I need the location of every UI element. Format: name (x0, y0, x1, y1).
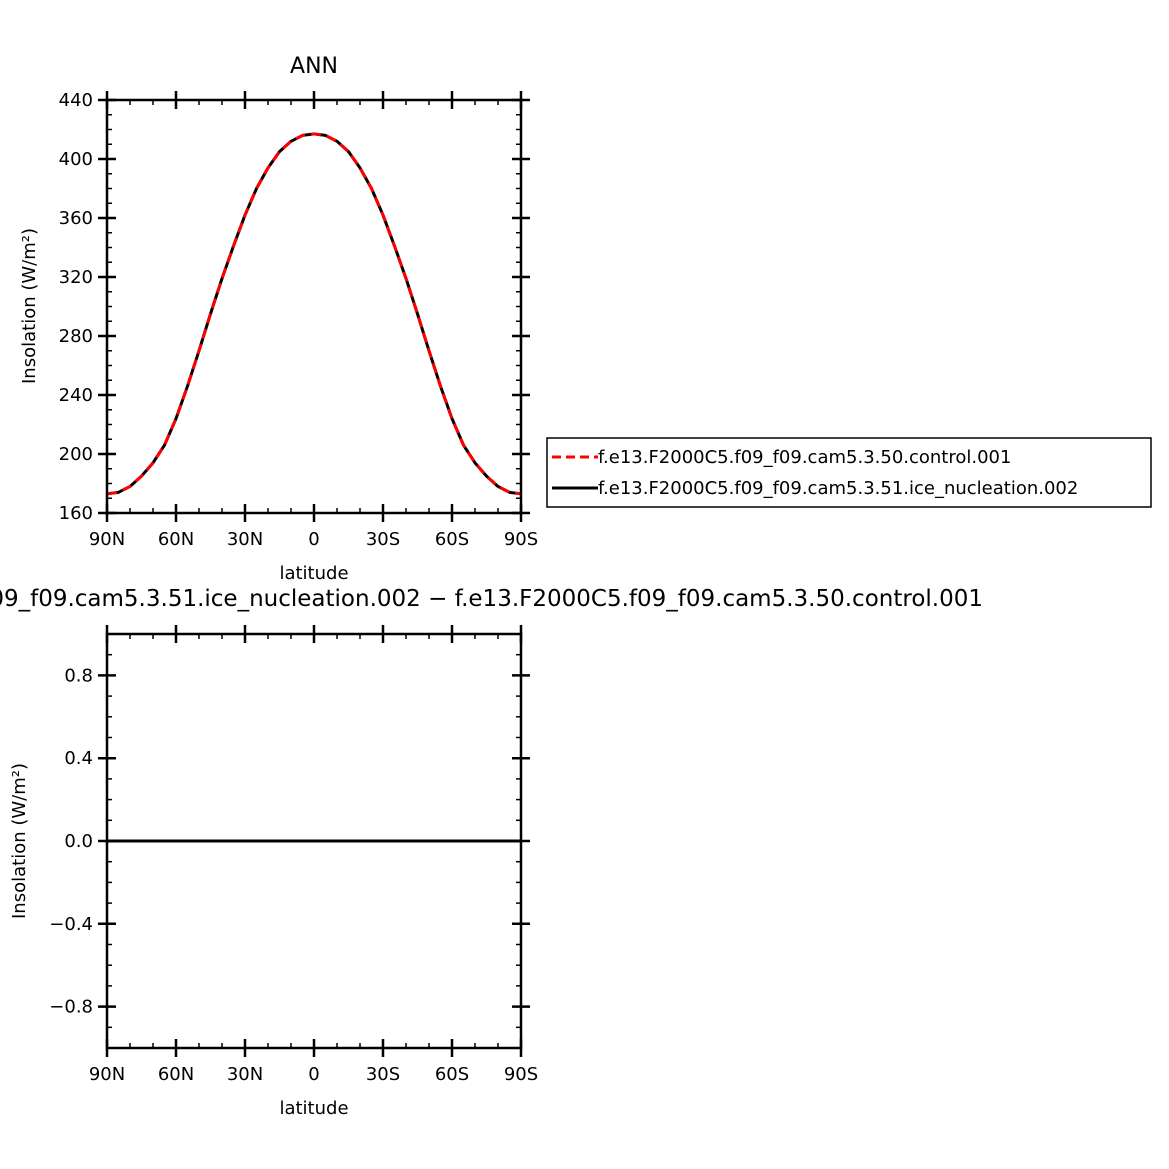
top-plot-frame (105, 98, 523, 515)
bottom-y-tick-label: 0.4 (64, 748, 93, 769)
legend-label-control: f.e13.F2000C5.f09_f09.cam5.3.50.control.… (598, 447, 1011, 468)
top-series-line-main (106, 132, 522, 496)
bottom-x-tick-label: 90S (504, 1064, 538, 1085)
bottom-ylabel: Insolation (W/m²) (9, 763, 30, 919)
bottom-y-tick-label: 0.0 (64, 831, 93, 852)
legend-label-ice-nucleation: f.e13.F2000C5.f09_f09.cam5.3.51.ice_nucl… (598, 478, 1078, 499)
top-y-tick-label: 320 (59, 267, 93, 288)
top-x-tick-label: 90N (89, 529, 125, 550)
legend-box (546, 437, 1152, 508)
bottom-x-tick-label: 60S (435, 1064, 469, 1085)
bottom-xlabel: latitude (279, 1098, 348, 1119)
top-x-tick-label: 60N (158, 529, 194, 550)
bottom-ticks: 90N 60N 30N 0 30S 60S 90S −0.8 −0.4 0.0 0.4 0.8 (49, 625, 538, 1085)
top-x-tick-label: 30S (366, 529, 400, 550)
top-series-line-control (106, 132, 522, 496)
top-x-tick-label: 90S (504, 529, 538, 550)
top-y-tick-label: 240 (59, 385, 93, 406)
legend: f.e13.F2000C5.f09_f09.cam5.3.50.control.… (546, 437, 1152, 508)
top-y-tick-label: 280 (59, 326, 93, 347)
top-curves (106, 132, 522, 496)
bottom-plot-frame (105, 632, 523, 1050)
top-y-tick-label: 440 (59, 90, 93, 111)
bottom-x-tick-label: 30S (366, 1064, 400, 1085)
top-x-tick-label: 30N (227, 529, 263, 550)
bottom-panel: f.e13.F2000C5.f09_f09.cam5.3.51.ice_nucl… (0, 586, 983, 1119)
top-x-tick-label: 60S (435, 529, 469, 550)
top-xlabel: latitude (279, 563, 348, 584)
bottom-title: f.e13.F2000C5.f09_f09.cam5.3.51.ice_nucl… (0, 586, 983, 612)
top-ylabel: Insolation (W/m²) (19, 228, 40, 384)
bottom-y-tick-label: −0.8 (49, 997, 93, 1018)
bottom-x-tick-label: 30N (227, 1064, 263, 1085)
top-y-tick-label: 200 (59, 444, 93, 465)
top-y-tick-label: 360 (59, 208, 93, 229)
bottom-x-tick-label: 0 (308, 1064, 319, 1085)
top-panel: ANN Insolation (W/m²) latitude 90N 60N 30N… (19, 54, 538, 584)
bottom-x-tick-label: 60N (158, 1064, 194, 1085)
top-y-tick-label: 160 (59, 503, 93, 524)
bottom-y-tick-label: −0.4 (49, 914, 93, 935)
top-x-tick-label: 0 (308, 529, 319, 550)
bottom-x-tick-label: 90N (89, 1064, 125, 1085)
top-ticks: 90N 60N 30N 0 30S 60S 90S 160 200 240 280 320 360 400… (59, 90, 539, 550)
bottom-y-tick-label: 0.8 (64, 665, 93, 686)
top-title: ANN (290, 54, 338, 79)
top-y-tick-label: 400 (59, 149, 93, 170)
